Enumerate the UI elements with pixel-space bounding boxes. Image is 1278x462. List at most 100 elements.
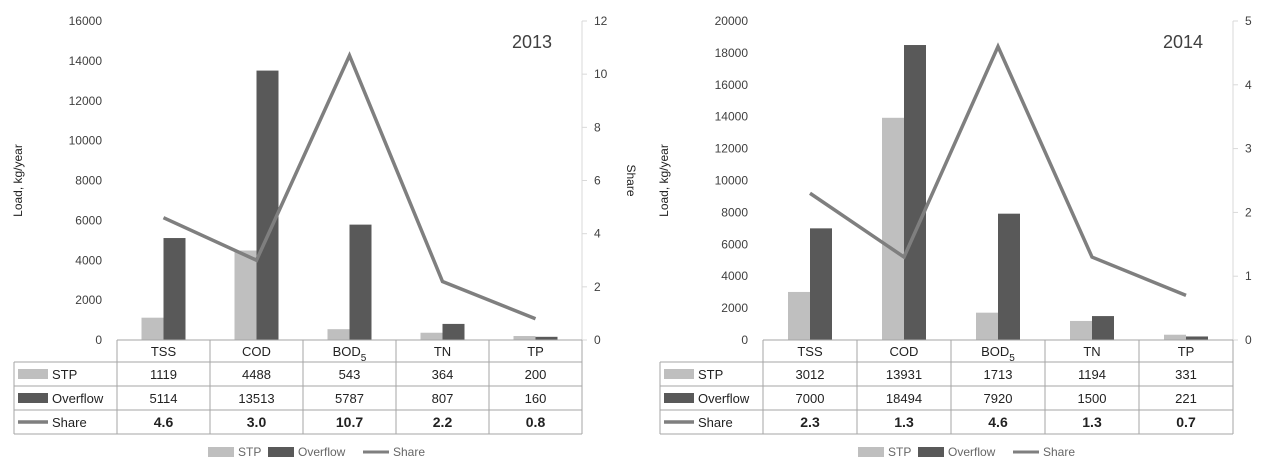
y2-tick-label: 8 — [594, 120, 601, 134]
table-cell-stp: 1119 — [150, 367, 177, 382]
table-cell-stp: 1713 — [984, 367, 1013, 382]
y2-tick-label: 12 — [594, 14, 608, 28]
category-label-tss: TSS — [151, 344, 177, 359]
table-cell-share: 0.8 — [526, 414, 546, 430]
table-cell-overflow: 221 — [1175, 391, 1197, 406]
table-cell-stp: 200 — [525, 367, 547, 382]
table-row-label-stp: STP — [698, 367, 723, 382]
legend: STP Overflow Share — [208, 445, 425, 459]
bar-overflow-cod — [256, 70, 279, 340]
table-cell-overflow: 7920 — [984, 391, 1013, 406]
table-row-label-overflow: Overflow — [52, 391, 104, 406]
bar-overflow-tn — [1092, 316, 1114, 340]
bar-stp-cod — [234, 250, 257, 340]
table-cell-overflow: 5787 — [335, 391, 364, 406]
chart-panel-2013: 2013020004000600080001000012000140001600… — [11, 14, 638, 459]
table-cell-share: 1.3 — [1082, 414, 1102, 430]
y-axis-title: Load, kg/year — [657, 144, 671, 217]
bar-stp-tn — [1070, 320, 1092, 340]
table-cell-stp: 3012 — [796, 367, 825, 382]
y-tick-label: 0 — [95, 333, 102, 347]
legend-label-share: Share — [1043, 445, 1075, 459]
category-text: TP — [1178, 344, 1195, 359]
y-tick-label: 18000 — [715, 46, 749, 60]
y2-axis-title: Share — [624, 164, 638, 196]
y2-tick-label: 0 — [594, 333, 601, 347]
category-text: BOD — [981, 344, 1009, 359]
y2-axis-title: Share — [1275, 164, 1278, 196]
table-row-label-share: Share — [698, 415, 733, 430]
y-tick-label: 4000 — [75, 253, 102, 267]
y-tick-label: 12000 — [69, 94, 103, 108]
table-cell-overflow: 18494 — [886, 391, 922, 406]
legend-swatch-overflow — [268, 447, 294, 457]
legend-label-overflow: Overflow — [948, 445, 996, 459]
category-label-tn: TN — [1083, 344, 1100, 359]
table-cell-share: 3.0 — [247, 414, 267, 430]
bar-overflow-tp — [535, 336, 558, 340]
chart-panel-2014: 2014020004000600080001000012000140001600… — [657, 14, 1278, 459]
y-tick-label: 8000 — [75, 174, 102, 188]
y2-tick-label: 5 — [1245, 14, 1252, 28]
table-row-label-share: Share — [52, 415, 87, 430]
category-text: TSS — [151, 344, 177, 359]
table-key-stp — [664, 369, 694, 379]
bar-stp-tss — [141, 317, 164, 340]
bar-overflow-bod — [349, 224, 372, 340]
category-text: TP — [527, 344, 544, 359]
y2-tick-label: 6 — [594, 174, 601, 188]
y2-tick-label: 1 — [1245, 269, 1252, 283]
y-tick-label: 10000 — [69, 134, 103, 148]
y-tick-label: 20000 — [715, 14, 749, 28]
y-tick-label: 10000 — [715, 174, 749, 188]
table-row-label-stp: STP — [52, 367, 77, 382]
table-cell-stp: 364 — [432, 367, 454, 382]
y2-tick-label: 0 — [1245, 333, 1252, 347]
y-tick-label: 4000 — [721, 269, 748, 283]
category-subscript: 5 — [361, 353, 367, 364]
y2-tick-label: 10 — [594, 67, 608, 81]
bar-stp-tp — [513, 336, 536, 340]
category-text: TN — [434, 344, 451, 359]
category-text: TN — [1083, 344, 1100, 359]
table-cell-share: 4.6 — [154, 414, 174, 430]
y-tick-label: 14000 — [69, 54, 103, 68]
table-cell-stp: 1194 — [1078, 367, 1106, 382]
category-label-tss: TSS — [797, 344, 823, 359]
category-text: COD — [890, 344, 919, 359]
table-key-stp — [18, 369, 48, 379]
y-tick-label: 14000 — [715, 110, 749, 124]
y2-tick-label: 4 — [594, 227, 601, 241]
legend-label-stp: STP — [238, 445, 261, 459]
table-cell-share: 2.3 — [800, 414, 820, 430]
table-cell-overflow: 807 — [432, 391, 454, 406]
bar-overflow-tn — [442, 323, 465, 340]
category-text: BOD — [333, 344, 361, 359]
category-label-cod: COD — [242, 344, 271, 359]
legend: STP Overflow Share — [858, 445, 1075, 459]
y2-tick-label: 4 — [1245, 78, 1252, 92]
category-text: TSS — [797, 344, 823, 359]
table-cell-share: 2.2 — [433, 414, 453, 430]
table-cell-overflow: 13513 — [238, 391, 274, 406]
y-tick-label: 2000 — [75, 293, 102, 307]
y-tick-label: 6000 — [75, 213, 102, 227]
category-text: COD — [242, 344, 271, 359]
y-tick-label: 2000 — [721, 301, 748, 315]
bar-overflow-tss — [810, 228, 832, 340]
bar-overflow-tp — [1186, 336, 1208, 340]
y-axis-title: Load, kg/year — [11, 144, 25, 217]
category-label-tp: TP — [1178, 344, 1195, 359]
category-label-tn: TN — [434, 344, 451, 359]
legend-swatch-stp — [858, 447, 884, 457]
year-annotation: 2014 — [1163, 32, 1203, 52]
table-key-overflow — [664, 393, 694, 403]
y-tick-label: 16000 — [69, 14, 103, 28]
bar-stp-tp — [1164, 334, 1186, 340]
bar-stp-tn — [420, 332, 443, 340]
y2-tick-label: 2 — [1245, 205, 1252, 219]
table-cell-share: 1.3 — [894, 414, 914, 430]
bar-overflow-bod — [998, 213, 1020, 340]
table-cell-overflow: 7000 — [796, 391, 825, 406]
